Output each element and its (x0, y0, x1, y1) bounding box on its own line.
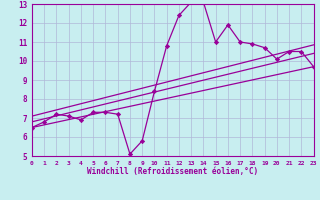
X-axis label: Windchill (Refroidissement éolien,°C): Windchill (Refroidissement éolien,°C) (87, 167, 258, 176)
